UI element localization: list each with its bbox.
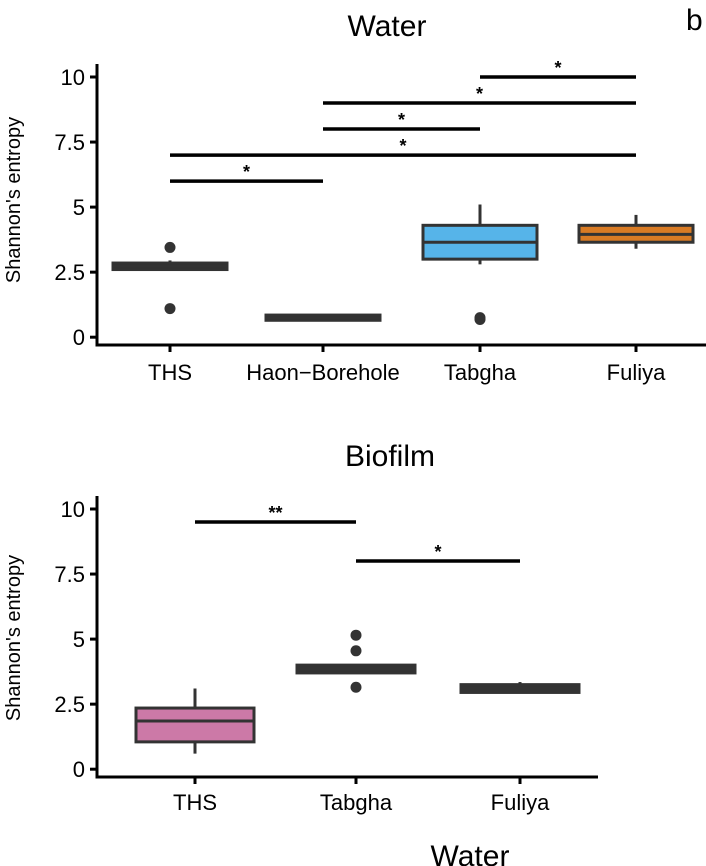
y-axis-label: Shannon's entropy bbox=[3, 117, 25, 283]
box-haon-borehole bbox=[264, 313, 382, 322]
significance-label: * bbox=[399, 136, 406, 156]
x-tick-label-ths: THS bbox=[148, 360, 192, 385]
x-tick-label-ths: THS bbox=[173, 790, 217, 815]
y-tick-label: 0 bbox=[73, 325, 85, 350]
box-fuliya bbox=[459, 682, 581, 694]
y-tick-label: 2.5 bbox=[54, 692, 85, 717]
box-fuliya bbox=[577, 214, 695, 249]
outlier-point bbox=[164, 303, 176, 315]
significance-label: * bbox=[476, 84, 483, 104]
y-tick-label: 7.5 bbox=[54, 130, 85, 155]
outlier-point bbox=[474, 314, 486, 326]
x-tick-label-haon-borehole: Haon−Borehole bbox=[246, 360, 400, 385]
x-tick-label-tabgha: Tabgha bbox=[320, 790, 393, 815]
outlier-point bbox=[350, 629, 362, 641]
significance-label: * bbox=[398, 110, 405, 130]
significance-label: * bbox=[554, 58, 561, 78]
outlier-point bbox=[164, 241, 176, 253]
panel-letter: b bbox=[686, 4, 703, 37]
chart-title: Water bbox=[348, 10, 427, 43]
y-tick-label: 0 bbox=[73, 757, 85, 782]
box-tabgha bbox=[421, 204, 539, 326]
box-tabgha bbox=[295, 629, 417, 693]
y-tick-label: 10 bbox=[61, 65, 85, 90]
x-tick-label-fuliya: Fuliya bbox=[491, 790, 550, 815]
box-body bbox=[134, 706, 256, 744]
y-axis-label: Shannon's entropy bbox=[3, 555, 25, 721]
y-tick-label: 7.5 bbox=[54, 562, 85, 587]
footer-title: Water bbox=[431, 840, 510, 866]
biofilm-chart: Biofilm Shannon's entropy 0 2.5 5 7.5 10 THS Tab… bbox=[3, 440, 598, 815]
x-tick-label-fuliya: Fuliya bbox=[607, 360, 666, 385]
water-chart: Water Shannon's entropy 0 2.5 5 7.5 10 THS Haon−… bbox=[3, 10, 706, 385]
y-tick-label: 10 bbox=[61, 497, 85, 522]
significance-label: ** bbox=[268, 503, 282, 523]
x-tick-label-tabgha: Tabgha bbox=[444, 360, 517, 385]
outlier-point bbox=[350, 645, 362, 657]
y-tick-label: 2.5 bbox=[54, 260, 85, 285]
box-ths bbox=[111, 241, 229, 315]
chart-title: Biofilm bbox=[345, 440, 435, 473]
significance-label: * bbox=[434, 542, 441, 562]
y-tick-label: 5 bbox=[73, 627, 85, 652]
outlier-point bbox=[350, 681, 362, 693]
significance-label: * bbox=[243, 162, 250, 182]
box-ths bbox=[134, 688, 256, 754]
y-tick-label: 5 bbox=[73, 195, 85, 220]
